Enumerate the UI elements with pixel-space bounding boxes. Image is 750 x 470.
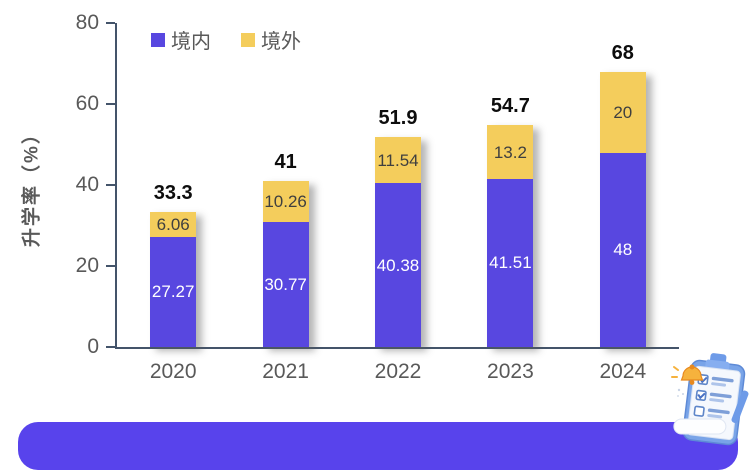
total-label-2022: 51.9 [378,106,418,129]
bar-2023: 54.7 13.2 41.51 [487,95,534,347]
bar-2024: 68 20 48 [599,42,646,347]
segment-value-label: 41.51 [489,253,532,273]
domestic-segment-2021: 30.77 [262,222,309,347]
legend-label: 境外 [261,31,301,53]
segment-value-label: 30.77 [264,275,307,295]
total-label-2024: 68 [611,41,634,64]
y-axis-tick [106,22,115,24]
total-label-2020: 33.3 [153,182,193,205]
chart-canvas: 升学率（%） 境内 境外 0 20 40 60 80 33.3 6.06 27.27 41 10.… [18,11,749,470]
y-axis-title: 升学率（%） [21,123,43,247]
y-tick-label: 0 [87,335,99,358]
y-tick-label: 40 [75,173,99,196]
total-label-2021: 41 [274,150,297,173]
overseas-segment-2022: 11.54 [375,136,421,184]
segment-value-label: 48 [613,240,633,260]
bar-2022: 51.9 11.54 40.38 [375,107,421,347]
y-axis-tick [106,265,115,267]
segment-value-label: 11.54 [377,150,419,170]
bottom-banner-decoration [18,422,738,470]
x-category-label-2021: 2021 [262,360,309,383]
domestic-segment-2023: 41.51 [487,178,534,347]
y-tick-label: 20 [75,254,99,277]
bar-2021: 41 10.26 30.77 [262,151,309,347]
x-category-label-2020: 2020 [149,360,197,383]
y-axis-tick [106,184,115,186]
legend-swatch-overseas [241,32,255,47]
legend-item-overseas: 境外 [241,25,301,54]
segment-value-label: 27.27 [151,282,195,302]
legend: 境内 境外 [151,25,301,54]
domestic-segment-2020: 27.27 [150,236,197,347]
total-label-2023: 54.7 [490,95,530,118]
bar-2020: 33.3 6.06 27.27 [150,182,197,347]
x-category-label-2023: 2023 [487,360,534,383]
segment-value-label: 10.26 [264,192,307,212]
y-axis-tick [106,103,115,105]
segment-value-label: 40.38 [376,255,420,275]
overseas-segment-2021: 10.26 [262,180,309,223]
overseas-segment-2023: 13.2 [487,125,534,179]
domestic-segment-2024: 48 [599,152,646,347]
segment-value-label: 20 [613,102,633,122]
segment-value-label: 13.2 [493,142,527,162]
overseas-segment-2024: 20 [599,71,646,153]
x-category-label-2024: 2024 [599,360,647,383]
legend-label: 境内 [171,31,211,53]
overseas-segment-2020: 6.06 [150,212,197,237]
legend-swatch-domestic [151,32,165,47]
domestic-segment-2022: 40.38 [375,183,421,347]
plot-area: 境内 境外 0 20 40 60 80 33.3 6.06 27.27 41 10.26 30.77… [76,11,679,383]
y-tick-label: 80 [75,11,99,34]
legend-item-domestic: 境内 [151,25,211,54]
y-axis-tick [106,346,115,348]
segment-value-label: 6.06 [156,214,190,234]
clipboard-checklist-bell-icon [671,353,749,446]
y-tick-label: 60 [75,92,99,115]
x-category-label-2022: 2022 [374,360,422,383]
